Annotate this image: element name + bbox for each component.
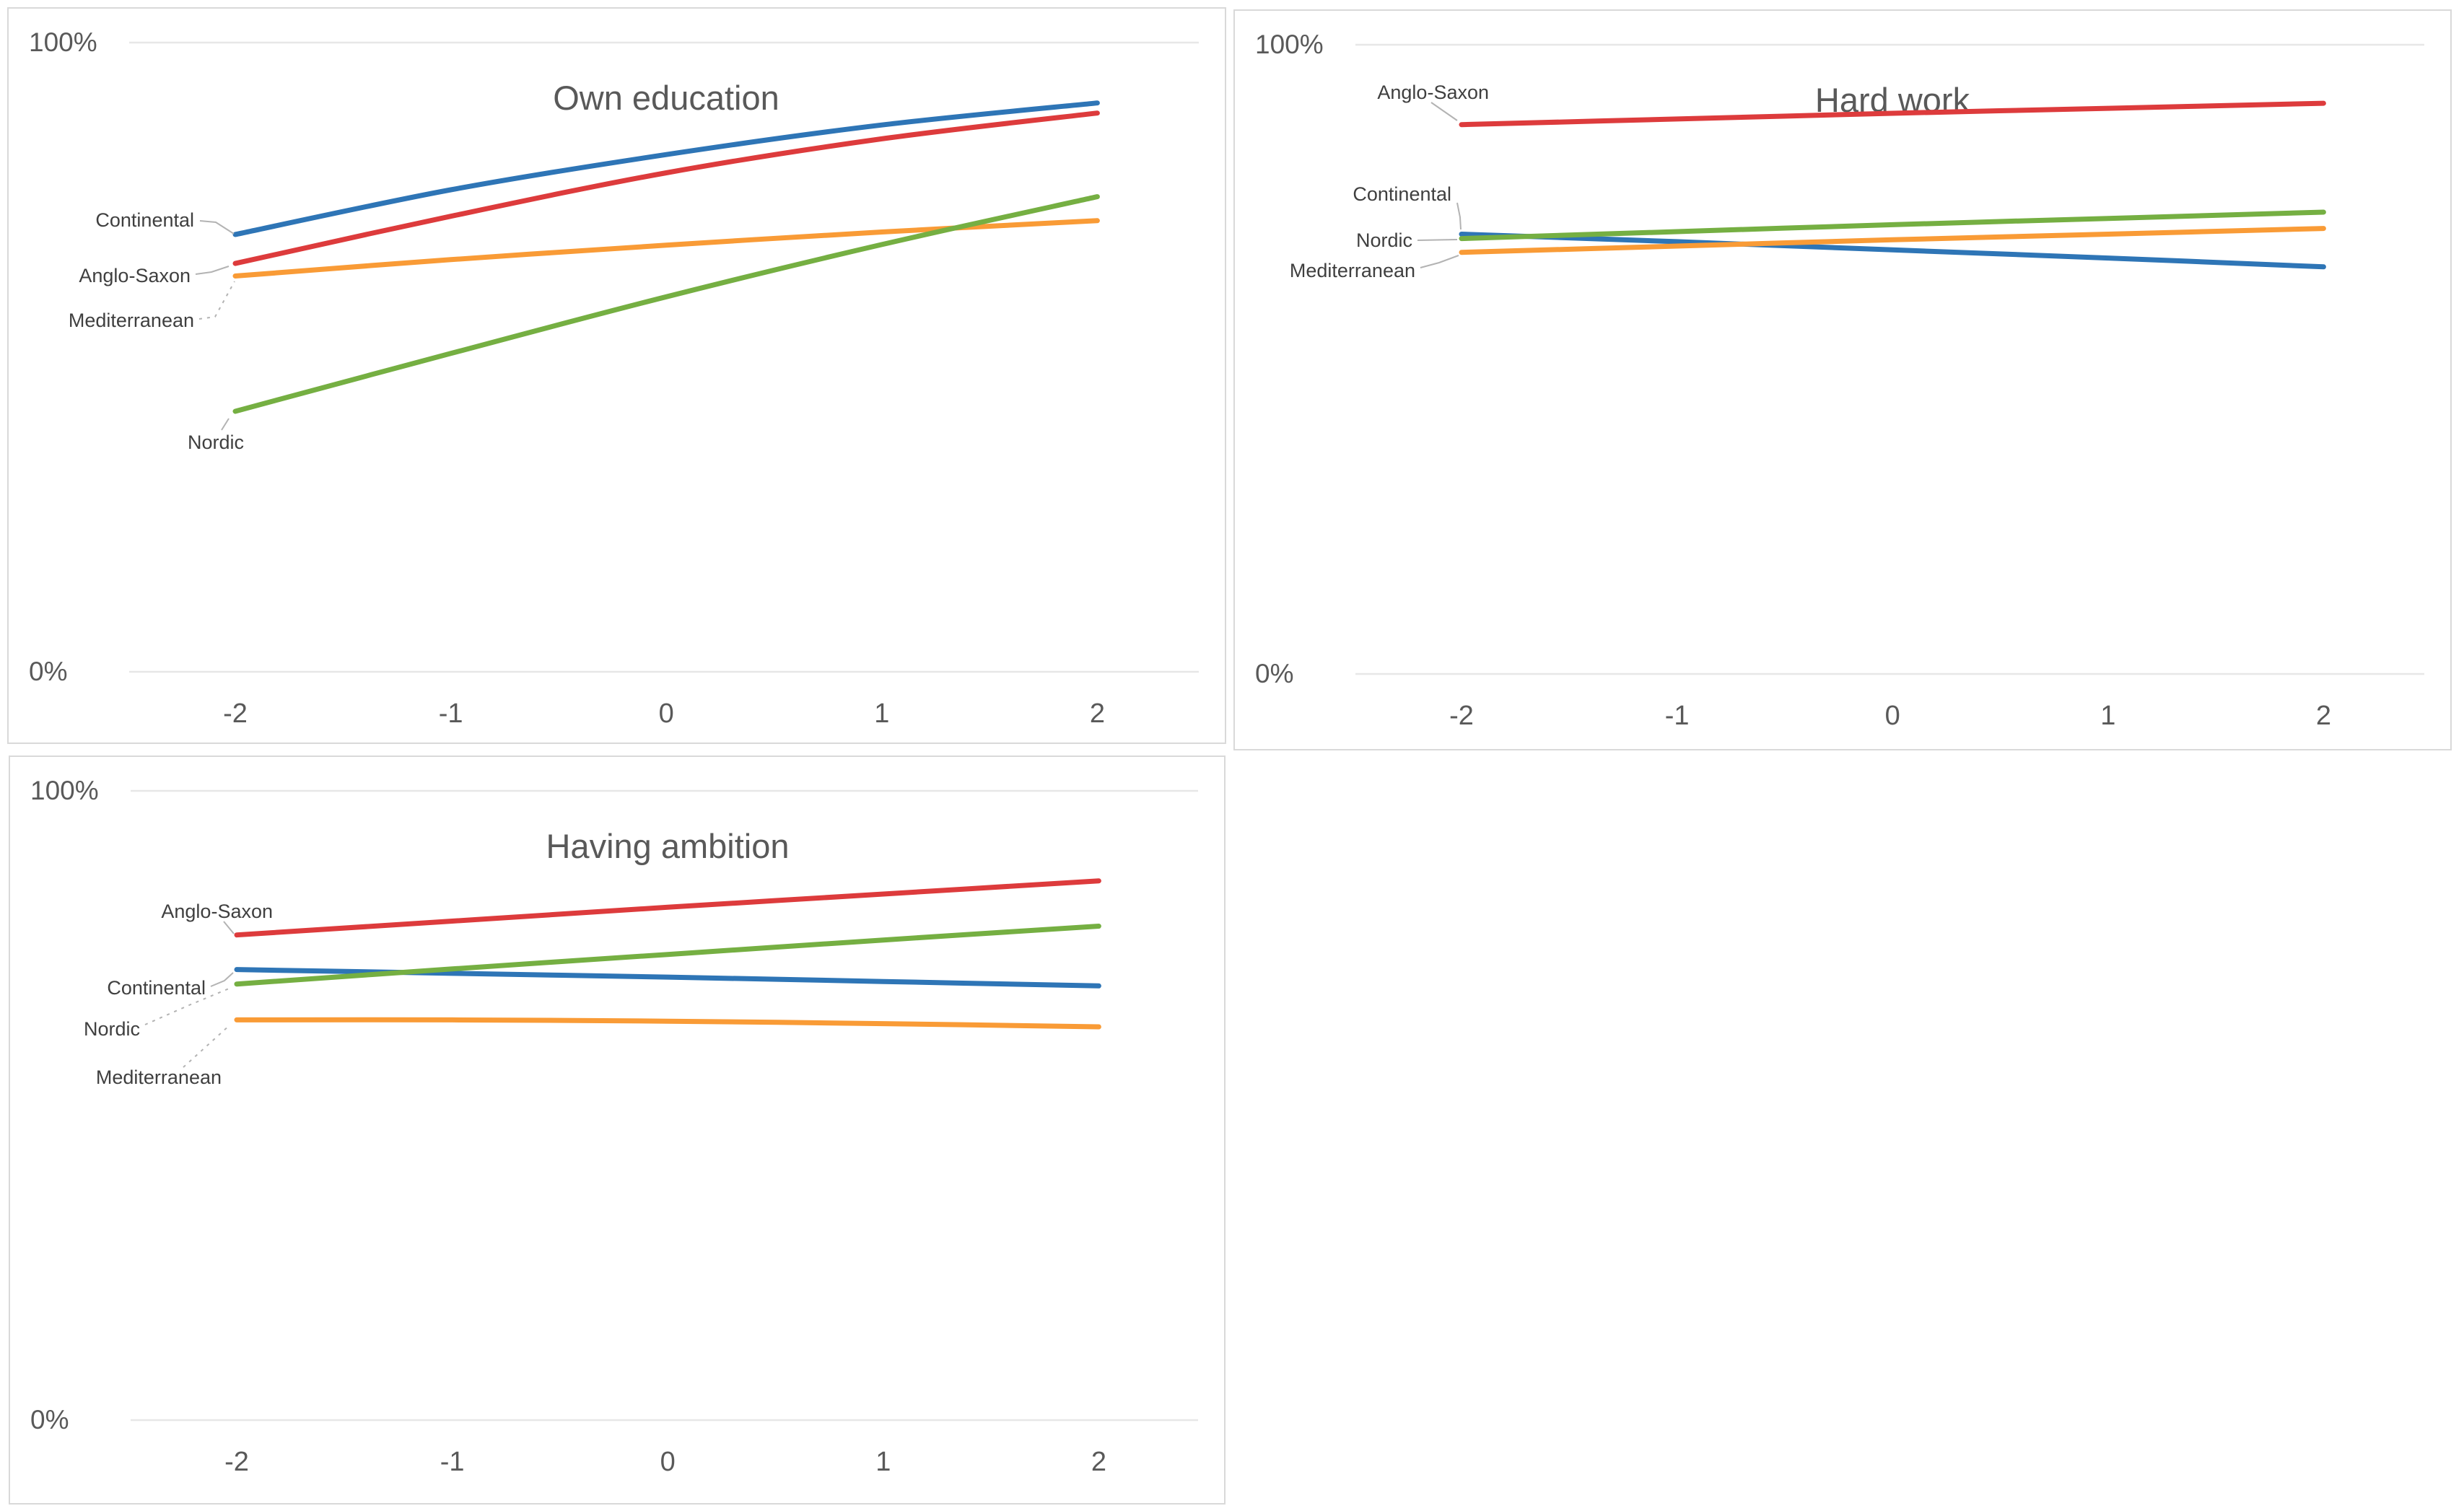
series-label-anglo-saxon: Anglo-Saxon <box>79 265 191 286</box>
y-axis-max-label: 100% <box>29 27 97 57</box>
series-label-nordic: Nordic <box>84 1018 140 1040</box>
x-tick-label: -2 <box>224 1447 249 1477</box>
series-label-leader-continental <box>199 220 235 235</box>
series-line-mediterranean <box>232 218 1100 279</box>
y-axis-min-label: 0% <box>1255 659 1294 688</box>
series-label-leader-mediterranean <box>1420 255 1459 268</box>
chart-panel-own-education: 100% Own education 0% -2 -1 0 1 2 Continental… <box>7 7 1226 744</box>
series-label-leader-nordic <box>221 418 230 431</box>
x-tick-label: 0 <box>660 1447 676 1477</box>
x-tick-label: -1 <box>440 1447 465 1477</box>
line-chart-having-ambition: -2 -1 0 1 2 Continental Anglo-Saxon Mediterrane… <box>84 789 1198 1477</box>
x-tick-label: 2 <box>2316 701 2331 731</box>
series-line-anglo-saxon <box>1459 100 2326 128</box>
series-label-anglo-saxon: Anglo-Saxon <box>161 901 273 922</box>
x-tick-label: 1 <box>2100 701 2115 731</box>
series-label-continental: Continental <box>107 977 206 999</box>
y-axis-min-label: 0% <box>30 1405 69 1435</box>
x-tick-label: -2 <box>1449 701 1474 731</box>
series-label-leader-anglo-saxon <box>195 266 230 275</box>
series-line-mediterranean <box>1459 226 2326 255</box>
series-label-mediterranean: Mediterranean <box>1290 260 1415 281</box>
chart-title: Having ambition <box>546 827 790 865</box>
series-label-continental: Continental <box>1353 183 1451 205</box>
x-tick-label: 2 <box>1090 698 1105 729</box>
series-label-leader-mediterranean <box>183 1024 231 1068</box>
x-tick-label: 1 <box>875 1447 891 1477</box>
series-label-anglo-saxon: Anglo-Saxon <box>1377 82 1489 103</box>
series-label-continental: Continental <box>95 209 194 231</box>
series-label-leader-continental <box>1456 202 1462 230</box>
series-label-leader-nordic <box>144 986 233 1025</box>
series-label-leader-anglo-saxon <box>223 921 235 934</box>
series-line-continental <box>234 967 1101 989</box>
series-line-mediterranean <box>234 1017 1101 1030</box>
y-axis-max-label: 100% <box>1255 30 1324 59</box>
series-line-continental <box>1459 231 2326 270</box>
series-label-nordic: Nordic <box>1356 229 1412 251</box>
series-line-continental <box>232 100 1100 237</box>
y-axis-max-label: 100% <box>30 776 99 805</box>
series-line-anglo-saxon <box>232 110 1100 266</box>
x-tick-label: -1 <box>439 698 463 729</box>
line-chart-own-education: -2 -1 0 1 2 Continental Anglo-Saxon Mediterrane… <box>69 41 1199 729</box>
series-label-nordic: Nordic <box>188 432 244 453</box>
chart-title: Own education <box>553 79 779 117</box>
series-label-leader-anglo-saxon <box>1430 102 1458 121</box>
chart-panel-hard-work: 100% Hard work 0% -2 -1 0 1 2 Continental Angl… <box>1233 9 2452 750</box>
series-label-leader-mediterranean <box>198 281 235 320</box>
series-label-mediterranean: Mediterranean <box>69 310 194 331</box>
series-line-nordic <box>232 194 1100 414</box>
y-axis-min-label: 0% <box>29 657 68 686</box>
x-tick-label: 2 <box>1091 1447 1106 1477</box>
series-label-leader-continental <box>210 972 234 987</box>
series-label-mediterranean: Mediterranean <box>96 1067 222 1088</box>
series-line-anglo-saxon <box>234 878 1101 938</box>
x-tick-label: -1 <box>1665 701 1690 731</box>
series-line-nordic <box>1459 209 2326 242</box>
x-tick-label: 0 <box>1885 701 1900 731</box>
x-tick-label: 0 <box>659 698 674 729</box>
chart-panel-having-ambition: 100% Having ambition 0% -2 -1 0 1 2 Continent… <box>9 756 1226 1505</box>
x-tick-label: 1 <box>874 698 889 729</box>
x-tick-label: -2 <box>223 698 248 729</box>
line-chart-hard-work: -2 -1 0 1 2 Continental Anglo-Saxon Mediterrane… <box>1290 43 2424 731</box>
series-line-nordic <box>234 924 1101 987</box>
